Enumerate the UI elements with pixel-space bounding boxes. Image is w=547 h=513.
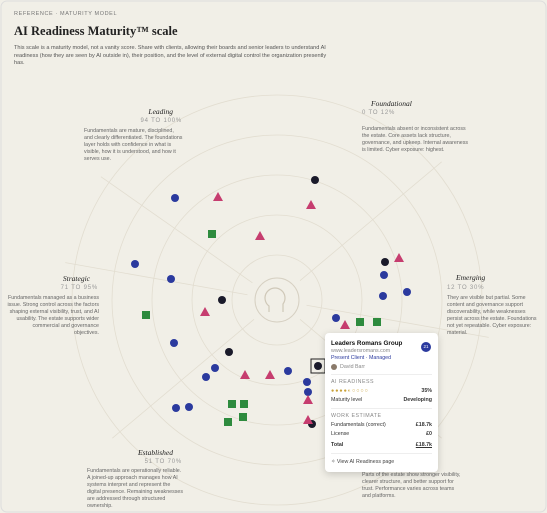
- maturity: Developing: [403, 397, 432, 403]
- client-square: [239, 413, 247, 421]
- client-dot: [202, 373, 210, 381]
- client-dot-dark: [218, 296, 226, 304]
- rating-dots: ●●●●◐○○○○: [331, 388, 369, 394]
- client-dot: [170, 339, 178, 347]
- client-triangle: [303, 415, 313, 424]
- client-dot: [379, 292, 387, 300]
- eyebrow: REFERENCE · MATURITY MODEL: [14, 11, 118, 17]
- client-dot: [167, 275, 175, 283]
- total-label: Total: [331, 442, 344, 448]
- level-text: Fundamentals are operationally reliable.…: [87, 468, 183, 509]
- client-square: [228, 400, 236, 408]
- client-dot: [211, 364, 219, 372]
- client-dot: [284, 367, 292, 375]
- center-icon: [254, 277, 300, 323]
- ring: [191, 214, 363, 386]
- client-triangle: [340, 320, 350, 329]
- estimate-label: WORK ESTIMATE: [331, 408, 432, 419]
- client-status: Present Client · Managed: [331, 355, 392, 361]
- client-dot: [172, 404, 180, 412]
- level-name: Established: [138, 448, 173, 457]
- client-dot: [185, 403, 193, 411]
- client-triangle: [303, 395, 313, 404]
- client-triangle: [265, 370, 275, 379]
- client-triangle: [213, 192, 223, 201]
- client-triangle: [394, 253, 404, 262]
- ring: [231, 254, 323, 346]
- avatar: [331, 364, 337, 370]
- client-dot-dark: [314, 362, 322, 370]
- level-name: Leading: [148, 107, 173, 116]
- client-dot: [171, 194, 179, 202]
- client-dot-dark: [311, 176, 319, 184]
- spoke: [306, 304, 489, 338]
- client-dot: [304, 388, 312, 396]
- row-value: £0: [426, 431, 432, 437]
- ring: [111, 134, 443, 466]
- client-dot: [131, 260, 139, 268]
- head-icon: [264, 287, 286, 312]
- client-square: [356, 318, 364, 326]
- level-text: Parts of the estate show stronger visibi…: [362, 472, 461, 499]
- level-name: Foundational: [371, 99, 412, 108]
- row-label: License: [331, 431, 350, 437]
- level-text: Fundamentals are mature, disciplined, an…: [84, 128, 183, 162]
- row-value: £18.7k: [415, 422, 432, 428]
- spoke: [100, 176, 253, 284]
- ring: [151, 174, 403, 426]
- client-triangle: [255, 231, 265, 240]
- level-range: 94 TO 100%: [140, 118, 182, 124]
- spoke: [112, 318, 255, 439]
- client-name: Leaders Romans Group: [331, 340, 403, 347]
- level-range: 0 TO 12%: [362, 110, 396, 116]
- client-dot: [303, 378, 311, 386]
- readiness-label: AI READINESS: [331, 374, 432, 385]
- client-dot: [403, 288, 411, 296]
- client-square: [208, 230, 216, 238]
- ring: [71, 94, 483, 506]
- level-range: 71 TO 95%: [60, 285, 98, 291]
- level-text: Fundamentals managed as a business issue…: [7, 295, 99, 336]
- spoke: [65, 262, 248, 296]
- level-range: 12 TO 30%: [447, 285, 485, 291]
- total-value: £18.7k: [415, 442, 432, 448]
- owner: David Barr: [340, 364, 366, 370]
- level-range: 51 TO 70%: [144, 459, 182, 465]
- client-url: www.leadersromans.com: [331, 348, 391, 354]
- badge: 21: [421, 342, 431, 352]
- client-square: [240, 400, 248, 408]
- card-link[interactable]: ✧ View AI Readiness page: [331, 453, 432, 465]
- description: This scale is a maturity model, not a va…: [14, 45, 327, 67]
- client-card[interactable]: Leaders Romans Group www.leadersromans.c…: [325, 333, 438, 472]
- client-dot-dark: [225, 348, 233, 356]
- maturity-label: Maturity level: [331, 397, 363, 403]
- page-title: AI Readiness Maturity™ scale: [14, 24, 178, 38]
- client-triangle: [200, 307, 210, 316]
- client-square: [224, 418, 232, 426]
- client-dot-dark: [381, 258, 389, 266]
- level-text: Fundamentals absent or inconsistent acro…: [362, 126, 469, 153]
- level-name: Strategic: [62, 274, 90, 283]
- row-label: Fundamentals (correct): [331, 422, 386, 428]
- client-dot: [380, 271, 388, 279]
- client-triangle: [306, 200, 316, 209]
- level-name: Emerging: [456, 273, 486, 282]
- level-text: They are visible but partial. Some conte…: [447, 295, 537, 336]
- client-triangle: [240, 370, 250, 379]
- readiness: 35%: [421, 388, 432, 394]
- client-square: [142, 311, 150, 319]
- spoke: [299, 161, 442, 282]
- client-square: [373, 318, 381, 326]
- client-dot: [332, 314, 340, 322]
- link-text[interactable]: View AI Readiness page: [336, 459, 395, 465]
